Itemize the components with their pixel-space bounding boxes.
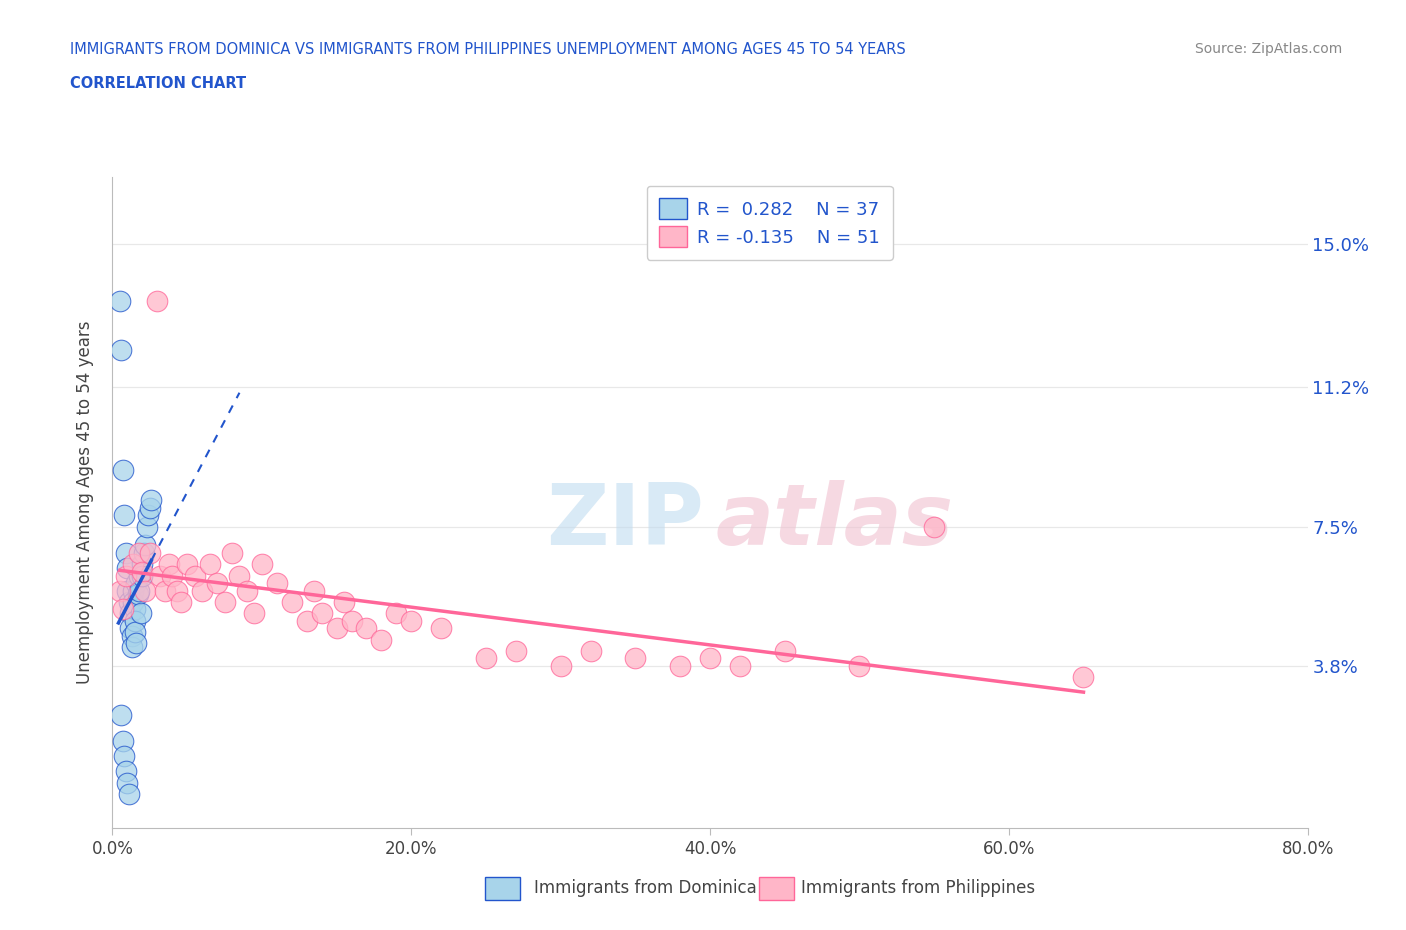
Point	[266, 576, 288, 591]
Point	[1073, 670, 1095, 684]
Text: Immigrants from Philippines: Immigrants from Philippines	[801, 879, 1036, 897]
Point	[579, 644, 602, 658]
Point	[125, 576, 148, 591]
Point	[121, 629, 143, 644]
Point	[728, 658, 751, 673]
Point	[120, 621, 142, 636]
Point	[250, 557, 273, 572]
Point	[430, 621, 453, 636]
Point	[624, 651, 647, 666]
Point	[131, 557, 153, 572]
Point	[228, 568, 250, 583]
Point	[134, 538, 156, 553]
Point	[146, 294, 169, 309]
Point	[385, 605, 408, 620]
Point	[295, 613, 318, 628]
Point	[108, 583, 131, 598]
Point	[139, 546, 162, 561]
Point	[170, 594, 193, 609]
Text: CORRELATION CHART: CORRELATION CHART	[70, 76, 246, 91]
Point	[699, 651, 721, 666]
Point	[281, 594, 304, 609]
Point	[110, 342, 132, 357]
Point	[922, 519, 945, 534]
Point	[475, 651, 498, 666]
Legend: R =  0.282    N = 37, R = -0.135    N = 51: R = 0.282 N = 37, R = -0.135 N = 51	[647, 186, 893, 260]
Text: Immigrants from Dominica: Immigrants from Dominica	[534, 879, 756, 897]
Point	[127, 587, 149, 602]
Point	[128, 546, 150, 561]
Point	[243, 605, 266, 620]
Point	[157, 557, 180, 572]
Point	[111, 463, 134, 478]
Point	[124, 625, 146, 640]
Point	[153, 583, 176, 598]
Point	[401, 613, 423, 628]
Point	[340, 613, 363, 628]
Point	[311, 605, 333, 620]
Text: atlas: atlas	[716, 480, 955, 564]
Point	[370, 632, 392, 647]
Point	[214, 594, 236, 609]
Point	[134, 583, 156, 598]
Point	[149, 568, 172, 583]
Text: ZIP: ZIP	[547, 480, 704, 564]
Point	[115, 764, 138, 778]
Point	[773, 644, 796, 658]
Point	[118, 787, 141, 802]
Point	[118, 594, 141, 609]
Point	[132, 546, 155, 561]
Point	[122, 594, 145, 609]
Point	[505, 644, 527, 658]
Point	[108, 294, 131, 309]
Point	[550, 658, 572, 673]
Point	[124, 613, 146, 628]
Point	[128, 568, 150, 583]
Text: IMMIGRANTS FROM DOMINICA VS IMMIGRANTS FROM PHILIPPINES UNEMPLOYMENT AMONG AGES : IMMIGRANTS FROM DOMINICA VS IMMIGRANTS F…	[70, 42, 905, 57]
Point	[131, 568, 153, 583]
Point	[111, 734, 134, 749]
Point	[356, 621, 378, 636]
Point	[125, 636, 148, 651]
Point	[141, 493, 163, 508]
Point	[129, 605, 152, 620]
Point	[183, 568, 205, 583]
Point	[138, 508, 160, 523]
Point	[205, 576, 228, 591]
Point	[117, 561, 139, 576]
Point	[162, 568, 183, 583]
Point	[117, 583, 139, 598]
Y-axis label: Unemployment Among Ages 45 to 54 years: Unemployment Among Ages 45 to 54 years	[76, 321, 94, 684]
Point	[135, 519, 157, 534]
Point	[669, 658, 692, 673]
Point	[111, 602, 134, 617]
Point	[325, 621, 347, 636]
Point	[122, 557, 145, 572]
Point	[115, 546, 138, 561]
Point	[110, 708, 132, 723]
Point	[114, 508, 135, 523]
Point	[114, 749, 135, 764]
Point	[121, 640, 143, 655]
Point	[848, 658, 870, 673]
Point	[221, 546, 243, 561]
Point	[139, 500, 162, 515]
Point	[131, 565, 153, 579]
Point	[124, 602, 146, 617]
Point	[117, 775, 139, 790]
Point	[122, 583, 145, 598]
Point	[176, 557, 198, 572]
Point	[120, 605, 142, 620]
Text: Source: ZipAtlas.com: Source: ZipAtlas.com	[1195, 42, 1343, 56]
Point	[236, 583, 259, 598]
Point	[128, 583, 150, 598]
Point	[191, 583, 214, 598]
Point	[115, 568, 138, 583]
Point	[198, 557, 221, 572]
Point	[166, 583, 188, 598]
Point	[302, 583, 325, 598]
Point	[333, 594, 356, 609]
